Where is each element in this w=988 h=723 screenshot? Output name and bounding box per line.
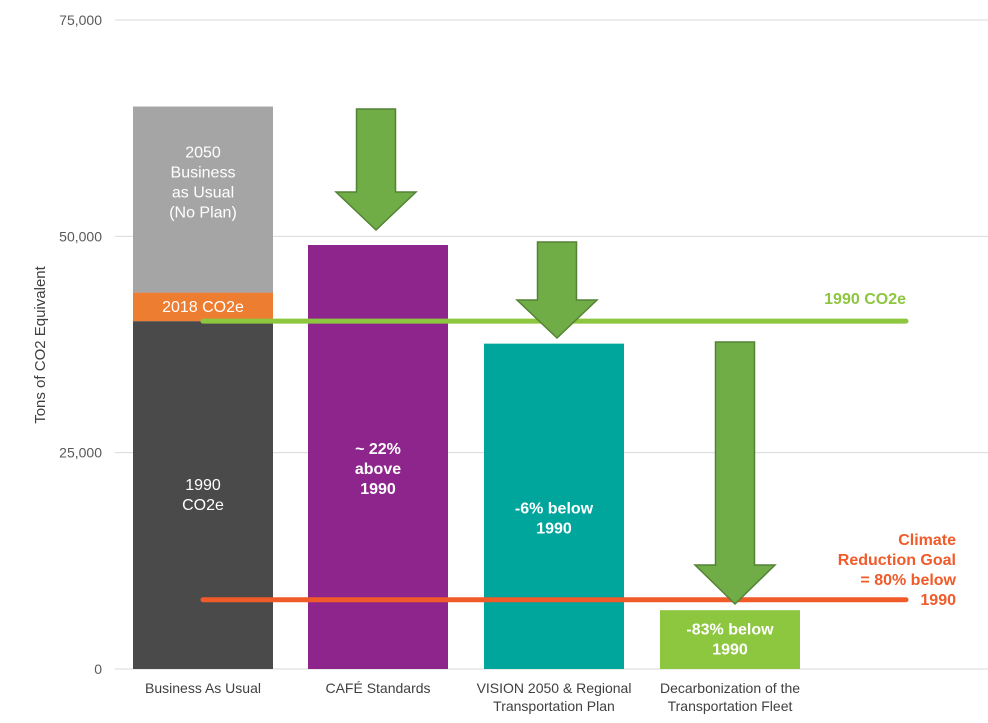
y-tick-label: 0 — [94, 661, 102, 677]
bar-segment — [133, 106, 273, 293]
x-tick-label: Transportation Fleet — [668, 698, 793, 714]
bar-label: 1990 — [185, 477, 221, 494]
bar-segment — [133, 321, 273, 669]
down-arrow-icon — [515, 241, 599, 340]
bar-label: (No Plan) — [169, 205, 237, 222]
y-tick-label: 75,000 — [59, 12, 102, 28]
x-tick-label: VISION 2050 & Regional — [477, 680, 632, 696]
x-tick-label: Transportation Plan — [493, 698, 615, 714]
bar-label: 1990 — [536, 520, 572, 537]
bar-label: Business — [171, 165, 236, 182]
bar-label: 2050 — [185, 145, 221, 162]
y-tick-label: 50,000 — [59, 228, 102, 244]
y-axis-label: Tons of CO2 Equivalent — [32, 265, 49, 423]
reference-line-label: 1990 — [920, 592, 956, 609]
down-arrow-icon — [334, 108, 418, 232]
bar-segment — [484, 343, 624, 669]
bar-label: 1990 — [712, 642, 748, 659]
y-tick-label: 25,000 — [59, 445, 102, 461]
x-tick-label: Decarbonization of the — [660, 680, 800, 696]
bar-segment — [133, 292, 273, 322]
bars: 1990 CO2e 2018 CO2e 2050 Business as Usual (No… — [133, 106, 800, 669]
x-axis-labels: Business As Usual CAFÉ Standards VISION 20… — [145, 680, 800, 714]
bar-label: CO2e — [182, 497, 224, 514]
bar-label: above — [355, 461, 401, 478]
down-arrow-icon — [693, 341, 777, 606]
reference-line-label: Reduction Goal — [838, 552, 956, 569]
reference-line-label: Climate — [898, 532, 956, 549]
bar-segment — [660, 610, 800, 669]
reference-line-label: = 80% below — [860, 572, 956, 589]
bar-label: -83% below — [686, 622, 774, 639]
arrows — [334, 108, 777, 606]
bar-label: 2018 CO2e — [162, 299, 244, 316]
bar-label: ~ 22% — [355, 441, 401, 458]
reference-line-label: 1990 CO2e — [824, 291, 906, 308]
bar-label: as Usual — [172, 185, 234, 202]
bar-label: -6% below — [515, 500, 594, 517]
y-axis-ticks: 0 25,000 50,000 75,000 — [59, 12, 102, 677]
bar-label: 1990 — [360, 481, 396, 498]
x-tick-label: Business As Usual — [145, 680, 261, 696]
x-tick-label: CAFÉ Standards — [325, 680, 430, 696]
